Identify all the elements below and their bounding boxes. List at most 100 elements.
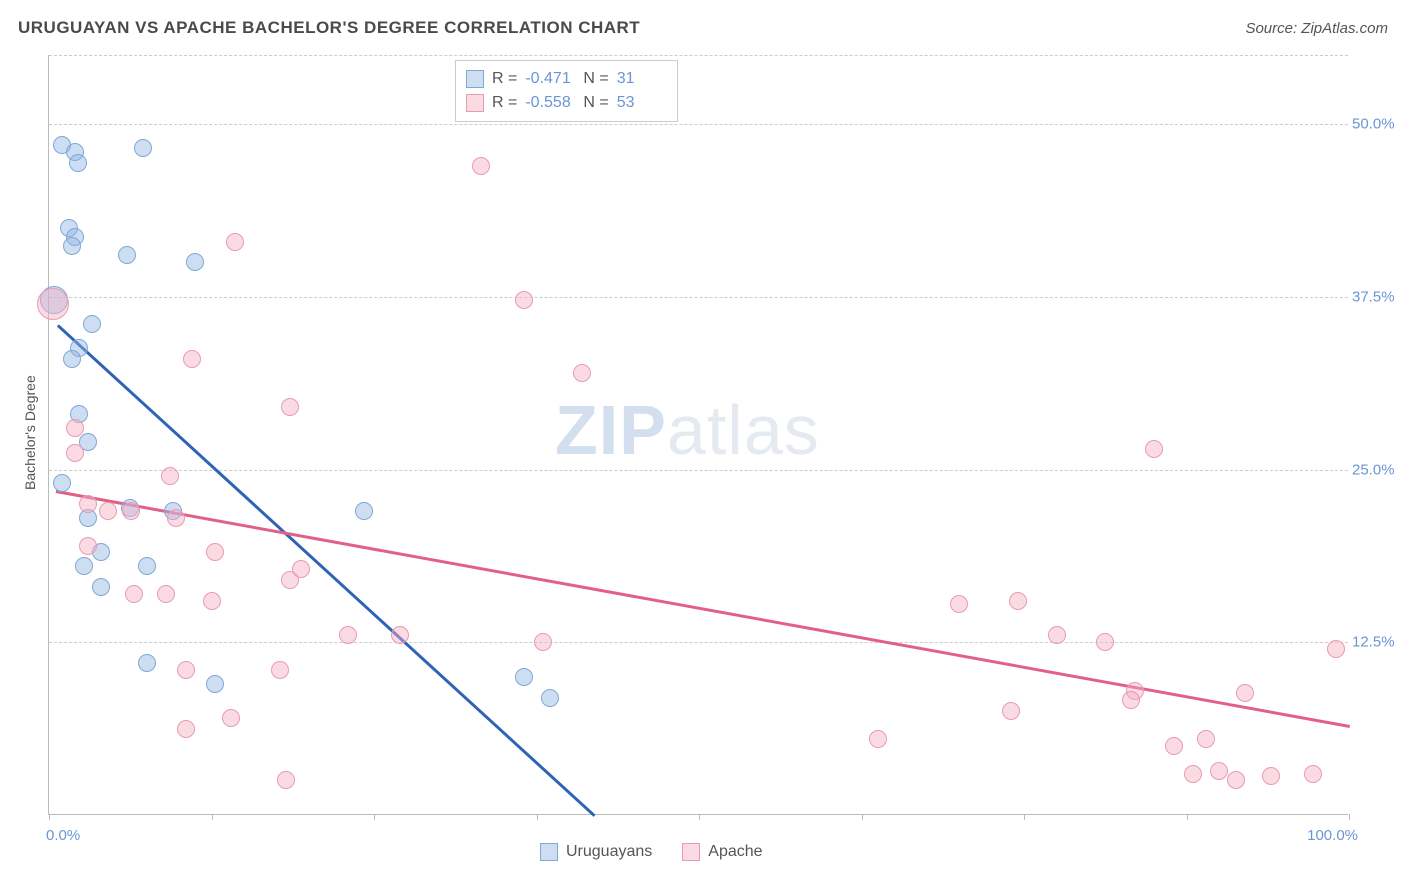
scatter-point: [1048, 626, 1066, 644]
scatter-point: [355, 502, 373, 520]
scatter-point: [1122, 691, 1140, 709]
scatter-point: [1197, 730, 1215, 748]
scatter-point: [515, 291, 533, 309]
scatter-point: [1262, 767, 1280, 785]
series-name: Uruguayans: [566, 843, 652, 861]
scatter-point: [157, 585, 175, 603]
scatter-point: [63, 237, 81, 255]
scatter-point: [161, 467, 179, 485]
scatter-point: [271, 661, 289, 679]
legend-swatch: [682, 843, 700, 861]
y-tick-label: 50.0%: [1352, 116, 1395, 133]
scatter-point: [1304, 765, 1322, 783]
x-tick: [537, 814, 538, 820]
scatter-point: [92, 578, 110, 596]
scatter-point: [281, 398, 299, 416]
x-tick: [1349, 814, 1350, 820]
n-value: 53: [617, 91, 667, 115]
legend-item: Apache: [682, 843, 762, 861]
scatter-point: [1236, 684, 1254, 702]
scatter-point: [1009, 592, 1027, 610]
scatter-point: [134, 139, 152, 157]
scatter-point: [222, 709, 240, 727]
scatter-point: [1145, 440, 1163, 458]
scatter-point: [206, 543, 224, 561]
scatter-point: [122, 502, 140, 520]
scatter-point: [339, 626, 357, 644]
plot-area: [48, 55, 1348, 815]
scatter-point: [53, 474, 71, 492]
scatter-point: [183, 350, 201, 368]
x-tick: [699, 814, 700, 820]
x-tick-label: 100.0%: [1307, 827, 1358, 844]
correlation-legend: R =-0.471N =31R =-0.558N =53: [455, 60, 678, 122]
scatter-point: [203, 592, 221, 610]
scatter-point: [869, 730, 887, 748]
y-tick-label: 37.5%: [1352, 288, 1395, 305]
legend-row: R = -0.471 N = 31: [466, 67, 667, 91]
series-name: Apache: [708, 843, 762, 861]
y-tick-label: 25.0%: [1352, 461, 1395, 478]
scatter-point: [177, 720, 195, 738]
gridline: [49, 124, 1348, 125]
gridline: [49, 642, 1348, 643]
n-label: N =: [583, 91, 608, 115]
scatter-point: [63, 350, 81, 368]
scatter-point: [37, 288, 69, 320]
r-label: R =: [492, 67, 517, 91]
y-axis-title: Bachelor's Degree: [22, 375, 38, 490]
scatter-point: [1184, 765, 1202, 783]
scatter-point: [1227, 771, 1245, 789]
scatter-point: [177, 661, 195, 679]
scatter-point: [206, 675, 224, 693]
scatter-point: [125, 585, 143, 603]
x-tick: [374, 814, 375, 820]
legend-row: R =-0.558N =53: [466, 91, 667, 115]
x-tick-label: 0.0%: [46, 827, 80, 844]
scatter-point: [79, 537, 97, 555]
scatter-point: [118, 246, 136, 264]
r-value: -0.471: [525, 67, 575, 91]
legend-item: Uruguayans: [540, 843, 652, 861]
scatter-point: [66, 444, 84, 462]
gridline: [49, 470, 1348, 471]
scatter-point: [573, 364, 591, 382]
series-legend: Uruguayans Apache: [540, 843, 763, 861]
scatter-point: [472, 157, 490, 175]
source-label: Source: ZipAtlas.com: [1245, 20, 1388, 37]
chart-title: URUGUAYAN VS APACHE BACHELOR'S DEGREE CO…: [18, 18, 640, 38]
scatter-point: [66, 419, 84, 437]
gridline: [49, 297, 1348, 298]
scatter-point: [75, 557, 93, 575]
legend-swatch: [540, 843, 558, 861]
scatter-point: [950, 595, 968, 613]
scatter-point: [534, 633, 552, 651]
x-tick: [49, 814, 50, 820]
scatter-point: [167, 509, 185, 527]
scatter-point: [1002, 702, 1020, 720]
scatter-point: [1165, 737, 1183, 755]
scatter-point: [292, 560, 310, 578]
legend-swatch: [466, 94, 484, 112]
scatter-point: [541, 689, 559, 707]
scatter-point: [515, 668, 533, 686]
scatter-point: [226, 233, 244, 251]
scatter-point: [186, 253, 204, 271]
n-value: 31: [617, 67, 667, 91]
scatter-point: [138, 557, 156, 575]
x-tick: [1187, 814, 1188, 820]
scatter-point: [1327, 640, 1345, 658]
x-tick: [212, 814, 213, 820]
scatter-point: [79, 495, 97, 513]
scatter-point: [83, 315, 101, 333]
legend-swatch: [466, 70, 484, 88]
gridline: [49, 55, 1348, 56]
scatter-point: [138, 654, 156, 672]
scatter-point: [277, 771, 295, 789]
scatter-point: [99, 502, 117, 520]
scatter-point: [69, 154, 87, 172]
n-label: N =: [583, 67, 608, 91]
chart-header: URUGUAYAN VS APACHE BACHELOR'S DEGREE CO…: [18, 18, 1388, 38]
trend-line: [55, 490, 1349, 727]
scatter-point: [1210, 762, 1228, 780]
